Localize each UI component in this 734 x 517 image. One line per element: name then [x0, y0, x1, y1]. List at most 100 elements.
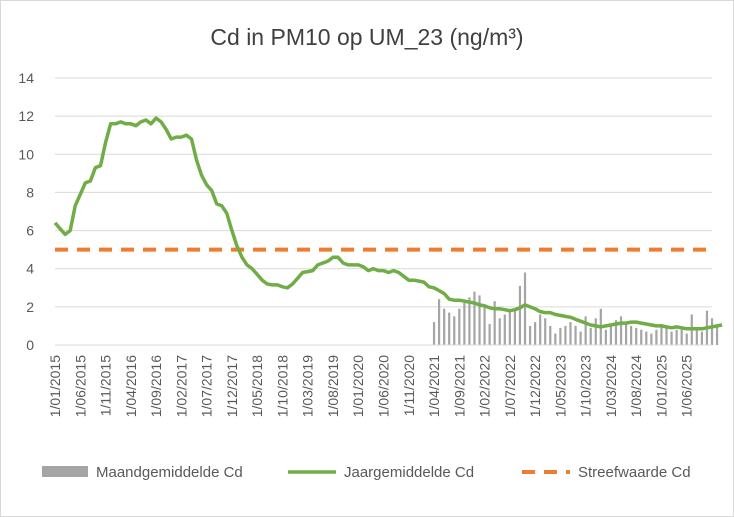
- x-tick-label: 1/01/2025: [653, 355, 669, 417]
- monthly-bar: [695, 329, 698, 345]
- monthly-bar: [635, 327, 638, 345]
- x-tick-label: 1/06/2015: [72, 355, 88, 417]
- y-tick-label: 8: [26, 184, 34, 200]
- legend-label-monthly: Maandgemiddelde Cd: [96, 464, 243, 481]
- monthly-bar: [508, 310, 511, 345]
- monthly-bar: [614, 320, 618, 345]
- x-tick-label: 1/04/2016: [123, 355, 139, 417]
- x-tick-label: 1/06/2020: [376, 355, 392, 417]
- chart-title: Cd in PM10 op UM_23 (ng/m³): [210, 24, 523, 50]
- monthly-bar: [624, 324, 628, 345]
- monthly-bar: [523, 272, 527, 345]
- gridlines: [55, 77, 712, 308]
- x-tick-label: 1/01/2015: [47, 355, 63, 417]
- monthly-bar: [604, 329, 607, 345]
- monthly-bar: [544, 318, 547, 345]
- monthly-bar: [493, 301, 496, 345]
- monthly-bar: [559, 327, 562, 345]
- y-tick-label: 6: [26, 223, 34, 239]
- x-tick-label: 1/10/2023: [578, 355, 594, 417]
- annual-line: [53, 116, 723, 331]
- monthly-bar: [453, 316, 456, 345]
- x-tick-label: 1/03/2024: [603, 355, 619, 417]
- legend-label-target: Streefwaarde Cd: [578, 464, 691, 481]
- x-tick-label: 1/12/2022: [527, 355, 543, 417]
- x-tick-label: 1/02/2022: [477, 355, 493, 417]
- monthly-bar: [710, 318, 714, 345]
- monthly-bar: [579, 331, 582, 345]
- monthly-bar: [549, 325, 552, 345]
- legend: Maandgemiddelde Cd Jaargemiddelde Cd Stree…: [42, 464, 691, 481]
- monthly-bar: [564, 325, 567, 345]
- monthly-bar: [443, 308, 446, 345]
- legend-label-annual: Jaargemiddelde Cd: [344, 464, 474, 481]
- monthly-bar: [685, 333, 688, 345]
- x-tick-label: 1/10/2018: [274, 355, 290, 417]
- x-tick-label: 1/07/2022: [502, 355, 518, 417]
- monthly-bar: [437, 299, 441, 345]
- monthly-bar: [650, 333, 653, 345]
- annual-line-path: [53, 116, 723, 331]
- y-tick-label: 4: [26, 261, 34, 277]
- x-tick-label: 1/02/2017: [173, 355, 189, 417]
- monthly-bar: [700, 331, 703, 345]
- x-tick-labels: 1/01/2015 1/06/2015 1/11/2015 1/04/2016 1/09…: [47, 355, 695, 418]
- monthly-bar: [534, 322, 537, 345]
- monthly-bar: [478, 295, 481, 345]
- monthly-bar: [463, 303, 466, 345]
- x-tick-label: 1/08/2024: [628, 355, 644, 417]
- monthly-bar: [715, 325, 719, 345]
- x-tick-label: 1/05/2023: [552, 355, 568, 417]
- x-tick-label: 1/09/2021: [451, 355, 467, 417]
- monthly-bar: [503, 314, 506, 345]
- monthly-bar: [554, 333, 557, 345]
- x-tick-label: 1/06/2025: [679, 355, 695, 417]
- monthly-bar: [432, 322, 436, 345]
- monthly-bar: [569, 322, 572, 345]
- monthly-bar: [660, 324, 663, 345]
- x-tick-label: 1/09/2016: [148, 355, 164, 417]
- x-tick-label: 1/11/2020: [401, 355, 417, 416]
- monthly-bar: [528, 325, 532, 345]
- monthly-bar: [589, 327, 592, 345]
- monthly-bar: [630, 325, 633, 345]
- y-tick-label: 2: [26, 299, 34, 315]
- monthly-bar: [518, 285, 522, 345]
- monthly-bar: [473, 291, 476, 345]
- monthly-bar: [513, 308, 516, 345]
- y-tick-label: 14: [18, 70, 34, 86]
- legend-swatch-bar: [42, 466, 88, 477]
- x-tick-label: 1/07/2017: [199, 355, 215, 417]
- y-axis: 0 2 4 6 8 10 12 14: [18, 70, 34, 353]
- monthly-bar: [448, 312, 451, 345]
- monthly-bar: [619, 316, 623, 345]
- y-tick-label: 10: [18, 146, 34, 162]
- monthly-bar: [645, 331, 648, 345]
- x-tick-label: 1/01/2020: [350, 355, 366, 417]
- monthly-bar: [498, 318, 501, 345]
- monthly-bar: [468, 297, 471, 345]
- x-tick-label: 1/03/2019: [300, 355, 316, 417]
- monthly-bar: [609, 325, 613, 345]
- monthly-bars: [432, 272, 719, 345]
- monthly-bar: [574, 325, 577, 345]
- x-tick-label: 1/04/2021: [426, 355, 442, 417]
- x-tick-label: 1/11/2015: [98, 355, 114, 416]
- monthly-bar: [640, 329, 643, 345]
- y-tick-label: 12: [18, 108, 34, 124]
- monthly-bar: [539, 314, 542, 345]
- x-tick-label: 1/05/2018: [249, 355, 265, 417]
- monthly-bar: [584, 316, 587, 345]
- monthly-bar: [665, 327, 668, 345]
- monthly-bar: [670, 331, 673, 345]
- x-tick-label: 1/08/2019: [325, 355, 341, 417]
- monthly-bar: [655, 329, 658, 345]
- monthly-bar: [488, 324, 491, 345]
- monthly-bar: [680, 327, 683, 345]
- monthly-bar: [594, 318, 597, 345]
- x-tick-label: 1/12/2017: [224, 355, 240, 417]
- monthly-bar: [458, 308, 461, 345]
- monthly-bar: [483, 306, 486, 345]
